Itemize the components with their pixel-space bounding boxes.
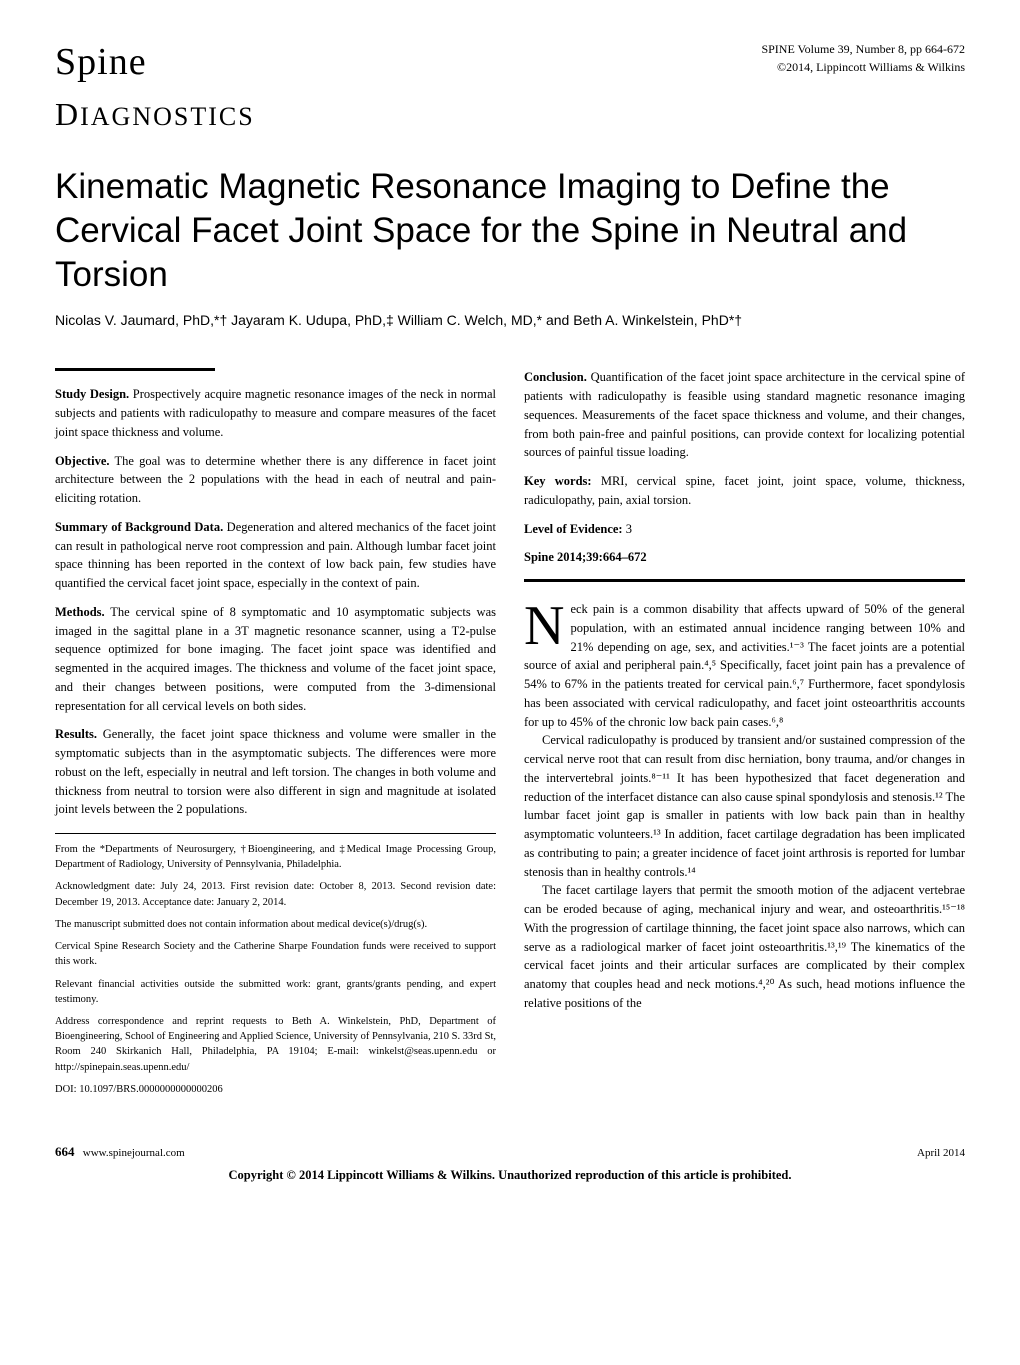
keywords-label: Key words: <box>524 474 592 488</box>
footer-right: April 2014 <box>917 1147 965 1159</box>
dropcap: N <box>524 600 570 648</box>
body-para1-text: eck pain is a common disability that aff… <box>524 602 965 729</box>
footer-left: 664 www.spinejournal.com <box>55 1144 185 1160</box>
author-line: Nicolas V. Jaumard, PhD,*† Jayaram K. Ud… <box>55 312 965 328</box>
abstract-conclusion: Conclusion. Quantification of the facet … <box>524 368 965 462</box>
results-label: Results. <box>55 727 97 741</box>
evidence-label: Level of Evidence: <box>524 522 623 536</box>
affiliation-doi: DOI: 10.1097/BRS.0000000000000206 <box>55 1082 496 1097</box>
abstract-background: Summary of Background Data. Degeneration… <box>55 518 496 593</box>
affiliation-correspondence: Address correspondence and reprint reque… <box>55 1014 496 1075</box>
affiliation-funding: Cervical Spine Research Society and the … <box>55 939 496 969</box>
results-text: Generally, the facet joint space thickne… <box>55 727 496 816</box>
affiliation-manuscript: The manuscript submitted does not contai… <box>55 917 496 932</box>
abstract-methods: Methods. The cervical spine of 8 symptom… <box>55 603 496 716</box>
body-paragraph-1: Neck pain is a common disability that af… <box>524 600 965 731</box>
page-number: 664 <box>55 1144 75 1159</box>
evidence-text: 3 <box>623 522 632 536</box>
objective-label: Objective. <box>55 454 110 468</box>
abstract-citation: Spine 2014;39:664–672 <box>524 548 965 567</box>
article-title: Kinematic Magnetic Resonance Imaging to … <box>55 165 965 296</box>
citation-line: SPINE Volume 39, Number 8, pp 664-672 <box>761 40 965 58</box>
left-column: Study Design. Prospectively acquire magn… <box>55 368 496 1104</box>
body-paragraph-3: The facet cartilage layers that permit t… <box>524 881 965 1012</box>
abstract-bottom-rule <box>524 579 965 582</box>
affiliation-ack: Acknowledgment date: July 24, 2013. Firs… <box>55 879 496 909</box>
section-label: DIAGNOSTICS <box>55 96 965 133</box>
abstract-study-design: Study Design. Prospectively acquire magn… <box>55 385 496 441</box>
journal-logo: Spine <box>55 40 147 84</box>
footer-url: www.spinejournal.com <box>83 1147 185 1159</box>
two-column-layout: Study Design. Prospectively acquire magn… <box>55 368 965 1104</box>
abstract-objective: Objective. The goal was to determine whe… <box>55 452 496 508</box>
citation-text: Spine 2014;39:664–672 <box>524 550 647 564</box>
affiliation-financial: Relevant financial activities outside th… <box>55 977 496 1007</box>
abstract-evidence: Level of Evidence: 3 <box>524 520 965 539</box>
header-meta: SPINE Volume 39, Number 8, pp 664-672 ©2… <box>761 40 965 76</box>
affiliations-block: From the *Departments of Neurosurgery, †… <box>55 833 496 1097</box>
conclusion-text: Quantification of the facet joint space … <box>524 370 965 459</box>
conclusion-label: Conclusion. <box>524 370 587 384</box>
methods-text: The cervical spine of 8 symptomatic and … <box>55 605 496 713</box>
right-column: Conclusion. Quantification of the facet … <box>524 368 965 1104</box>
journal-page: Spine SPINE Volume 39, Number 8, pp 664-… <box>0 0 1020 1124</box>
background-label: Summary of Background Data. <box>55 520 223 534</box>
objective-text: The goal was to determine whether there … <box>55 454 496 506</box>
abstract-keywords: Key words: MRI, cervical spine, facet jo… <box>524 472 965 510</box>
body-paragraph-2: Cervical radiculopathy is produced by tr… <box>524 731 965 881</box>
copyright-bar: Copyright © 2014 Lippincott Williams & W… <box>0 1160 1020 1203</box>
copyright-line: ©2014, Lippincott Williams & Wilkins <box>761 58 965 76</box>
page-header: Spine SPINE Volume 39, Number 8, pp 664-… <box>55 40 965 84</box>
methods-label: Methods. <box>55 605 105 619</box>
page-footer: 664 www.spinejournal.com April 2014 <box>0 1144 1020 1160</box>
affiliation-from: From the *Departments of Neurosurgery, †… <box>55 842 496 872</box>
abstract-top-rule <box>55 368 215 371</box>
study-design-label: Study Design. <box>55 387 129 401</box>
abstract-results: Results. Generally, the facet joint spac… <box>55 725 496 819</box>
